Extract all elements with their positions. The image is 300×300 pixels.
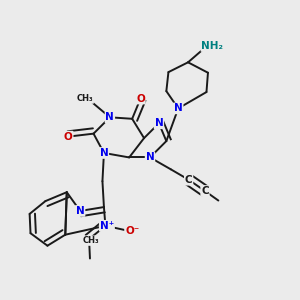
Text: O⁻: O⁻: [125, 226, 139, 236]
Text: NH₂: NH₂: [201, 41, 224, 51]
Text: C: C: [201, 186, 209, 196]
Text: N: N: [76, 206, 85, 216]
Text: CH₃: CH₃: [82, 236, 99, 245]
Text: N: N: [146, 152, 154, 162]
Text: N: N: [154, 118, 163, 128]
Text: O: O: [64, 132, 73, 142]
Text: N: N: [174, 103, 183, 113]
Text: N: N: [100, 148, 108, 158]
Text: C: C: [185, 175, 193, 185]
Text: O: O: [136, 94, 145, 103]
Text: CH₃: CH₃: [76, 94, 93, 103]
Text: N⁺: N⁺: [100, 221, 114, 231]
Text: N: N: [106, 112, 114, 122]
